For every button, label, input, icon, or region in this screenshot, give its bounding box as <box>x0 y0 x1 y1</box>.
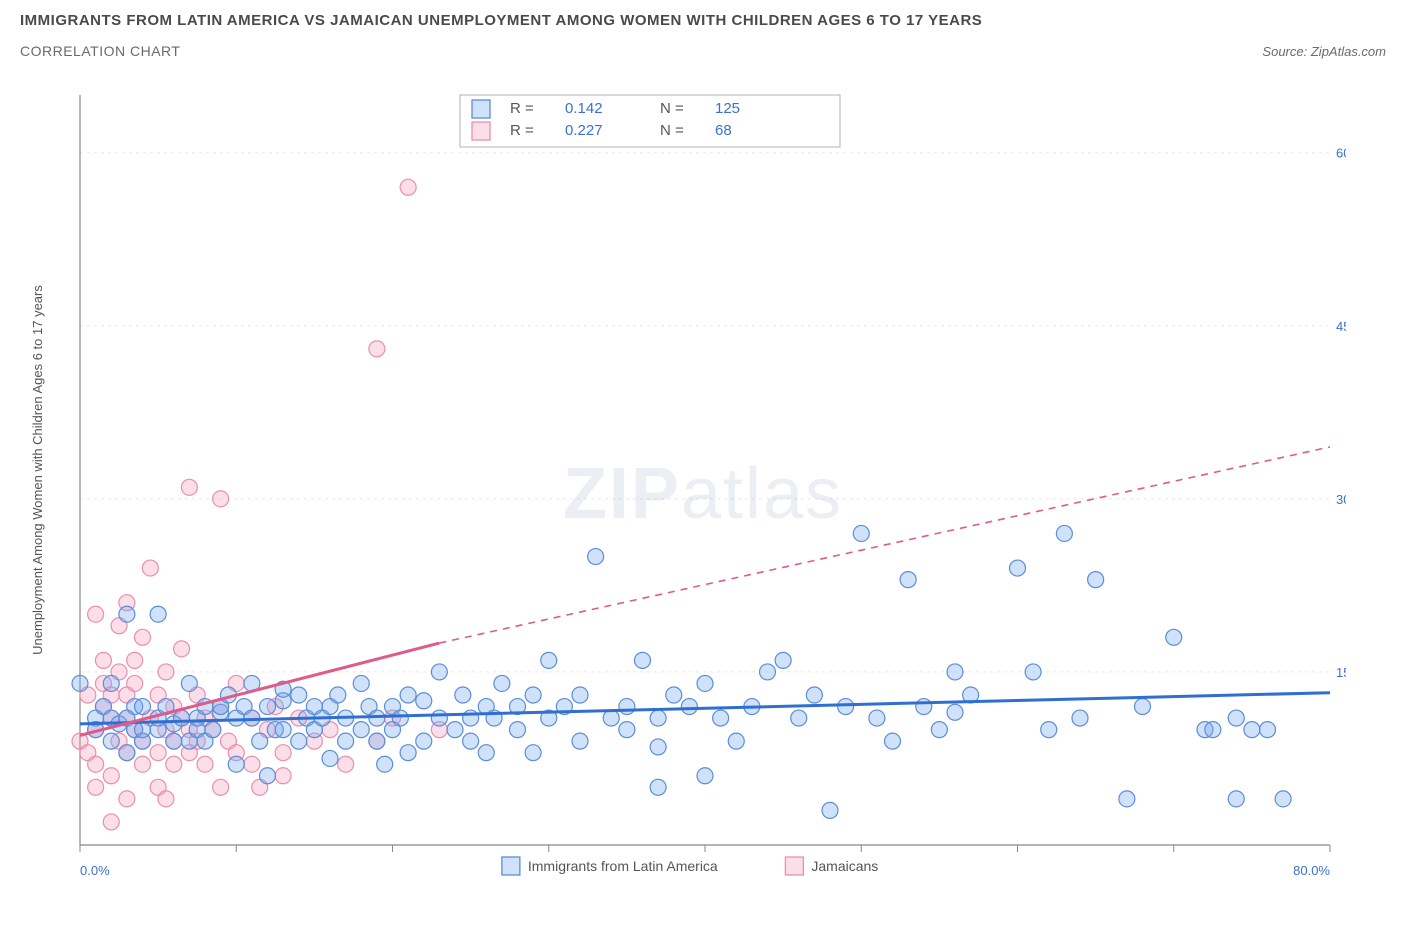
svg-text:N =: N = <box>660 100 684 117</box>
svg-text:Jamaicans: Jamaicans <box>811 858 878 874</box>
svg-text:125: 125 <box>715 100 740 117</box>
chart-container: ZIPatlas 0.0%80.0%15.0%30.0%45.0%60.0%Un… <box>20 85 1386 910</box>
source-name: ZipAtlas.com <box>1311 44 1386 59</box>
svg-text:Immigrants from Latin America: Immigrants from Latin America <box>528 858 718 874</box>
svg-text:60.0%: 60.0% <box>1336 146 1346 161</box>
svg-text:68: 68 <box>715 122 732 139</box>
svg-text:0.227: 0.227 <box>565 122 603 139</box>
chart-title: IMMIGRANTS FROM LATIN AMERICA VS JAMAICA… <box>20 12 1386 29</box>
svg-text:0.0%: 0.0% <box>80 863 110 878</box>
source-attribution: Source: ZipAtlas.com <box>1262 44 1386 59</box>
svg-text:45.0%: 45.0% <box>1336 319 1346 334</box>
source-label: Source: <box>1262 44 1307 59</box>
svg-text:15.0%: 15.0% <box>1336 665 1346 680</box>
svg-text:30.0%: 30.0% <box>1336 492 1346 507</box>
svg-text:Unemployment Among Women with: Unemployment Among Women with Children A… <box>30 285 45 655</box>
svg-text:80.0%: 80.0% <box>1293 863 1330 878</box>
svg-text:0.142: 0.142 <box>565 100 603 117</box>
svg-text:N =: N = <box>660 122 684 139</box>
chart-subtitle: CORRELATION CHART <box>20 43 180 59</box>
svg-text:R =: R = <box>510 122 534 139</box>
svg-text:R =: R = <box>510 100 534 117</box>
scatter-chart: 0.0% 80.0% 15.0% 30.0% 45.0% 60.0% Unemploymen… <box>20 85 1346 885</box>
